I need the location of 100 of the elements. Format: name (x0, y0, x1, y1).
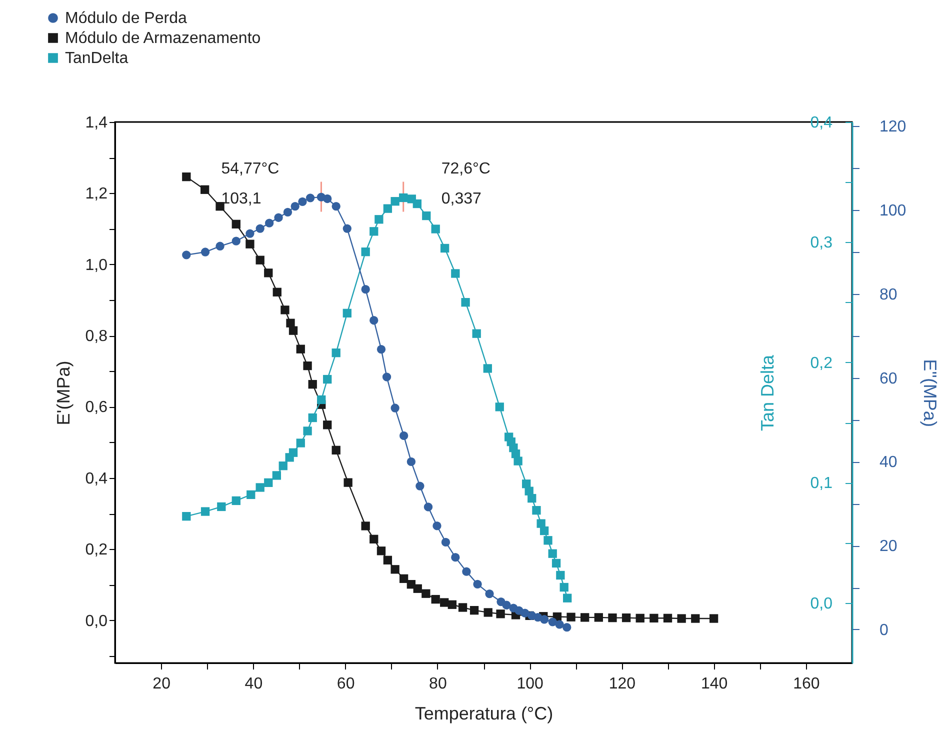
point (441, 538, 450, 547)
point (485, 589, 494, 598)
y2-axis-title: Tan Delta (758, 354, 778, 432)
y2-tick-label: 0,2 (810, 354, 833, 372)
point (370, 227, 378, 236)
point (555, 620, 564, 629)
point (332, 202, 340, 211)
y-tick-label: 0,2 (85, 542, 108, 559)
point (323, 374, 332, 384)
legend-label: Módulo de Perda (65, 10, 187, 27)
y3-tick-label: 60 (880, 370, 898, 388)
x-tick-label: 120 (608, 676, 636, 692)
y3-tick-label: 120 (880, 118, 906, 136)
y-tick-label: 1,4 (85, 114, 108, 132)
point (416, 482, 424, 490)
point (303, 361, 312, 370)
point (361, 248, 370, 256)
point (376, 344, 386, 354)
point (383, 204, 392, 213)
point (560, 582, 568, 592)
point (461, 298, 470, 307)
point (636, 614, 644, 622)
point (448, 600, 457, 609)
point (344, 478, 352, 487)
point (217, 502, 226, 512)
x-axis-title: Temperatura (°C) (414, 704, 554, 724)
point (422, 211, 431, 220)
point (306, 194, 315, 202)
point (413, 584, 422, 593)
x-tick-label: 40 (244, 676, 263, 692)
point (272, 288, 282, 296)
point (332, 446, 340, 454)
point (288, 448, 298, 457)
point (264, 478, 273, 487)
x-tick-label: 60 (336, 676, 355, 692)
point (200, 185, 210, 194)
point (323, 420, 332, 430)
point (399, 431, 408, 440)
point (484, 608, 492, 617)
point (502, 600, 511, 610)
point (256, 224, 264, 233)
y3-tick-label: 100 (880, 202, 906, 220)
y-tick-label: 0,6 (85, 399, 108, 416)
point (462, 567, 471, 576)
y3-tick-label: 40 (880, 454, 898, 472)
point (182, 250, 191, 260)
point (246, 490, 256, 500)
point (552, 558, 561, 568)
point (200, 507, 210, 516)
x-tick-label: 100 (516, 676, 544, 692)
point (458, 603, 468, 612)
annotation: 54,77°C 103,1 (221, 160, 280, 208)
point (399, 574, 408, 583)
point (520, 608, 530, 618)
point (556, 570, 565, 580)
point (663, 614, 672, 622)
point (272, 471, 282, 480)
point (540, 526, 549, 536)
point (566, 612, 576, 622)
point (298, 197, 307, 206)
x-tick-label: 20 (152, 676, 171, 692)
point (562, 623, 572, 632)
point (361, 522, 370, 530)
point (622, 613, 631, 622)
point (290, 202, 300, 211)
point (232, 220, 240, 228)
point (264, 268, 273, 278)
point (422, 589, 430, 598)
point (594, 613, 603, 622)
point (308, 413, 317, 422)
point (514, 456, 522, 466)
point (390, 197, 400, 206)
point (709, 614, 718, 623)
y2-tick-label: 0,3 (810, 234, 833, 252)
y-axis-title: E'(MPa) (53, 360, 74, 426)
point (216, 202, 224, 211)
point (540, 615, 549, 624)
point (495, 402, 504, 412)
y-tick-label: 1,2 (85, 186, 108, 203)
point (431, 224, 440, 234)
point (264, 218, 274, 228)
point (532, 506, 541, 515)
point (432, 522, 442, 530)
point (256, 483, 264, 492)
point (182, 172, 191, 182)
point (232, 236, 240, 246)
point (280, 306, 290, 314)
point (451, 269, 460, 278)
point (317, 395, 326, 404)
point (544, 536, 552, 545)
point (296, 344, 305, 354)
point (440, 598, 449, 607)
point (608, 613, 617, 622)
point (431, 594, 440, 604)
point (528, 494, 536, 503)
point (332, 348, 340, 358)
point (406, 457, 416, 466)
point (288, 326, 298, 335)
point (303, 426, 312, 436)
annotation: 72,6°C 0,337 (441, 160, 490, 208)
